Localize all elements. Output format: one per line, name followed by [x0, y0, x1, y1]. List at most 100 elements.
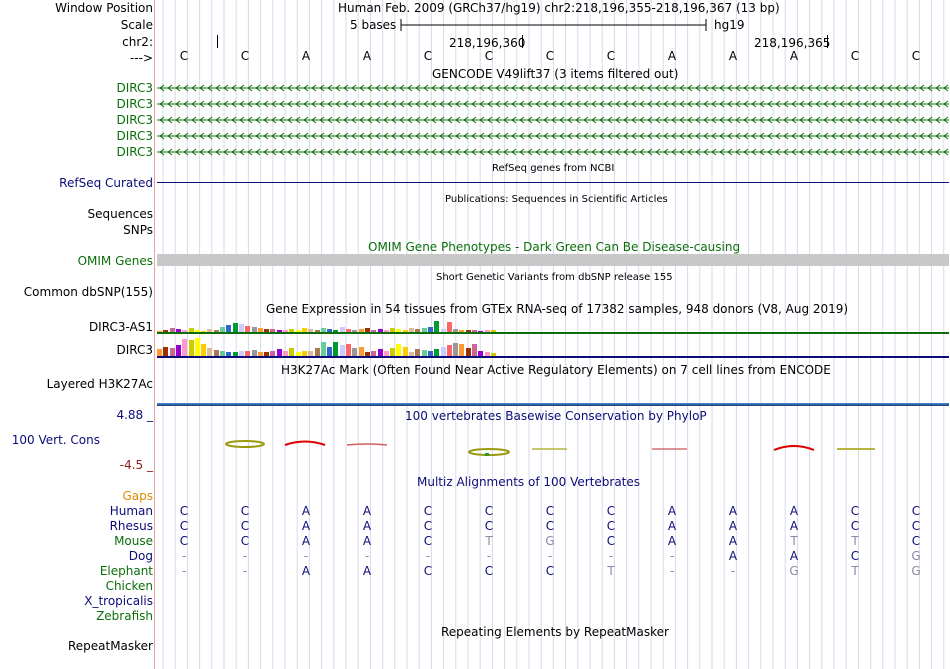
cons-title[interactable]: 100 vertebrates Basewise Conservation by…: [405, 409, 707, 423]
refseq-feature[interactable]: [157, 182, 949, 183]
gtex-bar[interactable]: [352, 330, 358, 332]
gtex-label-2[interactable]: DIRC3: [116, 343, 153, 357]
gtex-bar[interactable]: [383, 351, 389, 356]
gtex-bar[interactable]: [409, 352, 414, 356]
gtex-bar[interactable]: [364, 328, 370, 332]
gtex-bar[interactable]: [484, 330, 490, 332]
h3k27ac-label[interactable]: Layered H3K27Ac: [46, 377, 153, 391]
cons-label[interactable]: 100 Vert. Cons: [11, 433, 100, 447]
gtex-bar[interactable]: [383, 330, 389, 332]
gtex-bar[interactable]: [163, 330, 169, 332]
refseq-label[interactable]: RefSeq Curated: [59, 176, 153, 190]
gtex-bar[interactable]: [484, 352, 490, 356]
gtex-bar[interactable]: [289, 348, 295, 356]
gtex-bar[interactable]: [264, 352, 270, 356]
repeatmasker-label[interactable]: RepeatMasker: [67, 639, 153, 653]
gtex-bar[interactable]: [207, 329, 213, 332]
gtex-bar[interactable]: [232, 352, 238, 356]
gtex-bar[interactable]: [169, 348, 175, 356]
gtex-bar[interactable]: [320, 342, 326, 356]
gtex-bar[interactable]: [440, 347, 446, 356]
gtex-bar[interactable]: [232, 323, 238, 332]
position-text[interactable]: Human Feb. 2009 (GRCh37/hg19) chr2:218,1…: [338, 1, 780, 15]
multiz-title[interactable]: Multiz Alignments of 100 Vertebrates: [417, 475, 641, 489]
gtex-bar[interactable]: [245, 326, 251, 332]
gencode-item-label[interactable]: DIRC3: [116, 113, 153, 127]
gtex-bar[interactable]: [478, 351, 484, 356]
gtex-bar[interactable]: [251, 327, 257, 332]
gtex-bar[interactable]: [415, 329, 421, 332]
gtex-bar[interactable]: [213, 350, 219, 356]
gtex-bar[interactable]: [339, 345, 345, 356]
gtex-bar[interactable]: [402, 347, 408, 356]
omim-feature[interactable]: [157, 254, 949, 266]
gtex-bar[interactable]: [201, 344, 207, 356]
gtex-bar[interactable]: [421, 328, 427, 332]
gtex-bar[interactable]: [188, 328, 194, 332]
gtex-bar[interactable]: [270, 351, 276, 356]
repeatmasker-title[interactable]: Repeating Elements by RepeatMasker: [441, 625, 669, 639]
multiz-species-label[interactable]: Zebrafish: [96, 609, 153, 623]
gencode-item-feature[interactable]: [157, 115, 949, 125]
gtex-bar[interactable]: [358, 329, 364, 332]
gtex-bar[interactable]: [478, 331, 484, 332]
gtex-bar[interactable]: [194, 330, 200, 332]
gtex-bar[interactable]: [238, 324, 244, 332]
omim-title[interactable]: OMIM Gene Phenotypes - Dark Green Can Be…: [368, 240, 741, 254]
h3k27ac-signal[interactable]: [157, 403, 949, 406]
gtex-bar[interactable]: [314, 330, 320, 332]
gtex-bar[interactable]: [276, 349, 282, 356]
gtex-bar[interactable]: [427, 351, 433, 356]
h3k27ac-title[interactable]: H3K27Ac Mark (Often Found Near Active Re…: [281, 363, 831, 377]
gtex-bar[interactable]: [157, 331, 162, 332]
gtex-bar[interactable]: [453, 329, 459, 332]
gtex-bar[interactable]: [327, 347, 333, 356]
gtex-bar[interactable]: [251, 350, 257, 356]
gencode-item-label[interactable]: DIRC3: [116, 81, 153, 95]
publications-title[interactable]: Publications: Sequences in Scientific Ar…: [445, 194, 668, 205]
dbsnp-label[interactable]: Common dbSNP(155): [23, 285, 153, 299]
gtex-bar[interactable]: [396, 329, 402, 332]
gtex-bar[interactable]: [333, 330, 339, 332]
refseq-title[interactable]: RefSeq genes from NCBI: [492, 163, 615, 174]
gtex-bar[interactable]: [472, 344, 477, 356]
gtex-bar[interactable]: [157, 349, 162, 356]
dbsnp-title[interactable]: Short Genetic Variants from dbSNP releas…: [436, 272, 673, 283]
gtex-bar[interactable]: [169, 328, 175, 332]
gencode-item-feature[interactable]: [157, 83, 949, 93]
gtex-bar[interactable]: [465, 348, 471, 356]
snps-label[interactable]: SNPs: [123, 223, 153, 237]
gtex-bar[interactable]: [213, 330, 219, 332]
multiz-species-label[interactable]: Rhesus: [109, 519, 153, 533]
gtex-bar[interactable]: [289, 329, 295, 332]
gtex-bar[interactable]: [377, 349, 383, 356]
gtex-bar[interactable]: [226, 325, 232, 332]
gtex-bar[interactable]: [301, 351, 307, 356]
gtex-bar[interactable]: [320, 328, 326, 332]
gtex-bar[interactable]: [440, 329, 446, 332]
gtex-bar[interactable]: [490, 353, 496, 356]
gtex-bar[interactable]: [295, 352, 301, 356]
gtex-bar[interactable]: [175, 345, 181, 356]
gtex-bar[interactable]: [396, 344, 402, 356]
multiz-species-label[interactable]: Mouse: [114, 534, 153, 548]
gtex-bar[interactable]: [421, 350, 427, 356]
gtex-bar[interactable]: [434, 321, 440, 332]
gtex-bar[interactable]: [339, 327, 345, 332]
multiz-species-label[interactable]: Dog: [128, 549, 153, 563]
gtex-bar[interactable]: [434, 349, 440, 356]
gtex-bar[interactable]: [390, 328, 396, 332]
gtex-bar[interactable]: [409, 328, 414, 332]
multiz-species-label[interactable]: Chicken: [105, 579, 153, 593]
gtex-bar[interactable]: [220, 327, 225, 332]
gtex-bar[interactable]: [194, 338, 200, 356]
gtex-bar[interactable]: [257, 328, 263, 332]
gtex-bar[interactable]: [459, 330, 465, 332]
gtex-bar[interactable]: [314, 348, 320, 356]
gencode-item-feature[interactable]: [157, 147, 949, 157]
gtex-bar[interactable]: [446, 322, 452, 332]
gtex-bar[interactable]: [226, 352, 232, 356]
gencode-item-feature[interactable]: [157, 131, 949, 141]
gtex-bar[interactable]: [295, 330, 301, 332]
multiz-species-label[interactable]: X_tropicalis: [84, 594, 153, 608]
